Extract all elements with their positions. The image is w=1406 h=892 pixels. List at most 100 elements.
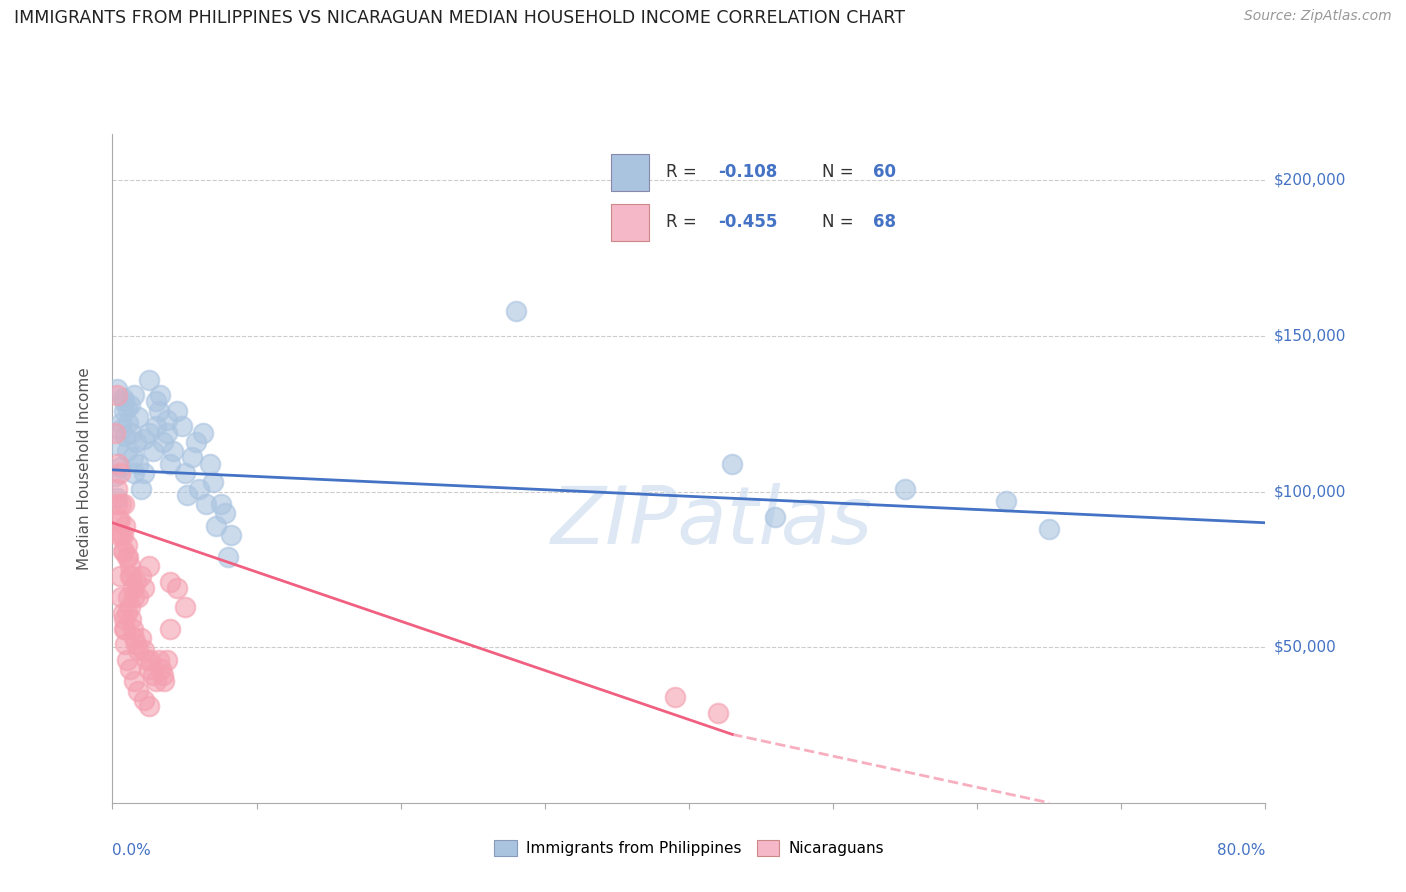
Point xyxy=(104,469,127,483)
Point xyxy=(117,591,139,605)
Point xyxy=(127,591,149,605)
Point xyxy=(152,434,174,449)
Text: $150,000: $150,000 xyxy=(1274,328,1346,343)
Text: 68: 68 xyxy=(873,213,897,231)
Point xyxy=(156,413,179,427)
Point xyxy=(108,466,131,480)
Point xyxy=(129,482,153,496)
Text: R =: R = xyxy=(666,213,702,231)
Point xyxy=(188,482,211,496)
Point xyxy=(111,392,134,406)
Point xyxy=(664,690,686,704)
Point xyxy=(111,528,134,542)
Point xyxy=(111,606,134,620)
Point xyxy=(166,403,188,417)
Point xyxy=(121,622,143,636)
Y-axis label: Median Household Income: Median Household Income xyxy=(77,367,91,570)
Point xyxy=(127,457,149,471)
Point xyxy=(134,432,156,446)
Text: R =: R = xyxy=(666,163,702,181)
Point xyxy=(115,401,138,415)
Point xyxy=(118,662,141,676)
Point xyxy=(127,683,149,698)
Point xyxy=(107,528,129,542)
Point xyxy=(159,457,181,471)
Point xyxy=(706,706,728,720)
Point xyxy=(105,382,128,396)
Point xyxy=(112,394,135,409)
Point xyxy=(765,509,787,524)
Point xyxy=(166,581,188,595)
Point xyxy=(115,444,138,458)
Point xyxy=(120,568,142,582)
Point xyxy=(105,497,128,511)
Point xyxy=(134,643,156,657)
Point xyxy=(112,403,135,417)
Point xyxy=(156,653,179,667)
Point xyxy=(127,643,149,657)
Point xyxy=(193,425,215,440)
Point xyxy=(138,662,160,676)
Point xyxy=(112,612,135,626)
Point xyxy=(134,466,156,480)
Point xyxy=(124,434,146,449)
Point xyxy=(145,394,167,409)
Point xyxy=(173,599,195,614)
Point xyxy=(118,397,141,411)
Point xyxy=(139,653,162,667)
Point xyxy=(162,444,184,458)
Point xyxy=(114,622,136,636)
Point xyxy=(107,457,129,471)
Text: 60: 60 xyxy=(873,163,897,181)
Point xyxy=(114,519,136,533)
Text: -0.455: -0.455 xyxy=(718,213,778,231)
Point xyxy=(112,497,135,511)
Point xyxy=(217,549,239,564)
Text: 80.0%: 80.0% xyxy=(1218,843,1265,858)
Point xyxy=(115,537,138,551)
Point xyxy=(107,513,129,527)
Point xyxy=(105,491,128,505)
Point xyxy=(138,373,160,387)
Point xyxy=(202,475,225,490)
Point xyxy=(120,612,142,626)
Point xyxy=(110,497,132,511)
Point xyxy=(1038,522,1060,536)
Point xyxy=(156,425,179,440)
Point xyxy=(112,543,135,558)
Point xyxy=(129,568,153,582)
Point xyxy=(114,637,136,651)
Point xyxy=(721,457,744,471)
Point xyxy=(108,513,131,527)
Point xyxy=(153,674,176,689)
Point xyxy=(134,581,156,595)
Text: N =: N = xyxy=(821,163,859,181)
Point xyxy=(505,304,527,318)
Point xyxy=(176,488,198,502)
Point xyxy=(110,422,132,436)
Point xyxy=(105,482,128,496)
Point xyxy=(200,457,222,471)
Point xyxy=(105,388,128,402)
Point xyxy=(121,581,143,595)
Point xyxy=(894,482,917,496)
Point xyxy=(173,466,195,480)
Point xyxy=(110,416,132,430)
Point xyxy=(115,653,138,667)
Text: IMMIGRANTS FROM PHILIPPINES VS NICARAGUAN MEDIAN HOUSEHOLD INCOME CORRELATION CH: IMMIGRANTS FROM PHILIPPINES VS NICARAGUA… xyxy=(14,9,905,27)
Point xyxy=(117,416,139,430)
Point xyxy=(110,591,132,605)
Text: $100,000: $100,000 xyxy=(1274,484,1346,500)
Point xyxy=(159,622,181,636)
Point xyxy=(138,425,160,440)
FancyBboxPatch shape xyxy=(610,204,648,241)
Point xyxy=(108,568,131,582)
Point xyxy=(127,409,149,424)
Point xyxy=(142,668,165,682)
Point xyxy=(118,559,141,574)
Point xyxy=(118,568,141,582)
Point xyxy=(134,693,156,707)
Point xyxy=(209,497,232,511)
Legend: Immigrants from Philippines, Nicaraguans: Immigrants from Philippines, Nicaraguans xyxy=(488,834,890,862)
Point xyxy=(142,444,165,458)
